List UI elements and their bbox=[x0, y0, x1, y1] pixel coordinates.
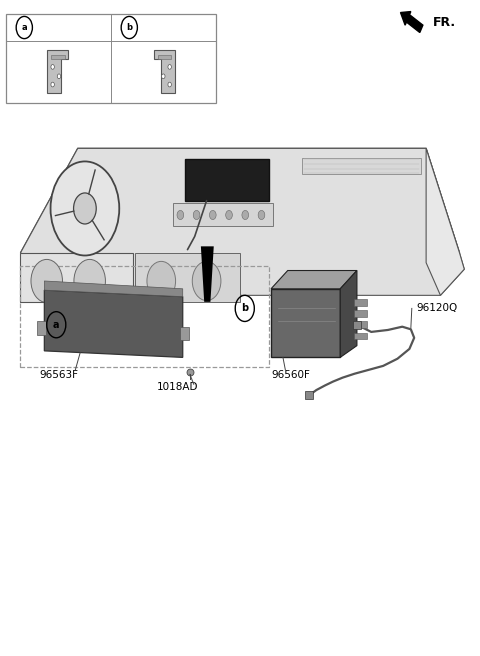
Circle shape bbox=[193, 211, 200, 220]
Polygon shape bbox=[44, 290, 183, 358]
Polygon shape bbox=[154, 51, 175, 92]
Polygon shape bbox=[135, 253, 240, 302]
Circle shape bbox=[51, 64, 54, 70]
Text: 96563F: 96563F bbox=[39, 370, 79, 380]
Text: 96135L: 96135L bbox=[37, 22, 76, 33]
Circle shape bbox=[57, 74, 60, 79]
Circle shape bbox=[74, 259, 106, 302]
Circle shape bbox=[51, 82, 54, 87]
Text: 96135R: 96135R bbox=[142, 22, 182, 33]
Polygon shape bbox=[201, 247, 214, 302]
Circle shape bbox=[50, 161, 119, 255]
Circle shape bbox=[73, 193, 96, 224]
Bar bbox=[354, 299, 367, 306]
Circle shape bbox=[177, 211, 184, 220]
Text: a: a bbox=[53, 319, 60, 330]
Bar bbox=[6, 14, 216, 102]
Bar bbox=[37, 321, 46, 335]
Polygon shape bbox=[51, 55, 65, 58]
Polygon shape bbox=[21, 148, 459, 253]
Circle shape bbox=[242, 211, 249, 220]
Polygon shape bbox=[157, 55, 171, 58]
Circle shape bbox=[162, 74, 165, 79]
Polygon shape bbox=[48, 51, 68, 92]
Polygon shape bbox=[21, 253, 132, 302]
Bar bbox=[173, 203, 274, 226]
Polygon shape bbox=[44, 281, 183, 297]
Bar bbox=[354, 333, 367, 339]
Text: b: b bbox=[126, 23, 132, 32]
Circle shape bbox=[168, 64, 171, 70]
Text: 96560F: 96560F bbox=[271, 370, 310, 380]
Circle shape bbox=[168, 82, 171, 87]
Circle shape bbox=[226, 211, 232, 220]
Bar bbox=[354, 321, 367, 328]
Bar bbox=[354, 310, 367, 317]
Bar bbox=[302, 158, 421, 174]
Bar bbox=[180, 327, 189, 340]
Bar bbox=[271, 289, 340, 358]
Circle shape bbox=[209, 211, 216, 220]
Circle shape bbox=[258, 211, 265, 220]
Bar bbox=[185, 159, 269, 201]
Bar bbox=[21, 266, 269, 367]
Text: b: b bbox=[241, 304, 248, 314]
Circle shape bbox=[31, 259, 62, 302]
Circle shape bbox=[147, 261, 176, 300]
Text: 1018AD: 1018AD bbox=[157, 382, 199, 392]
Text: FR.: FR. bbox=[433, 16, 456, 29]
Polygon shape bbox=[426, 148, 464, 295]
Text: 96120Q: 96120Q bbox=[417, 304, 458, 314]
Polygon shape bbox=[340, 270, 357, 358]
Circle shape bbox=[65, 173, 105, 228]
FancyArrow shape bbox=[400, 12, 423, 33]
Polygon shape bbox=[271, 270, 357, 289]
Text: a: a bbox=[22, 23, 27, 32]
Polygon shape bbox=[21, 148, 464, 295]
Circle shape bbox=[192, 261, 221, 300]
